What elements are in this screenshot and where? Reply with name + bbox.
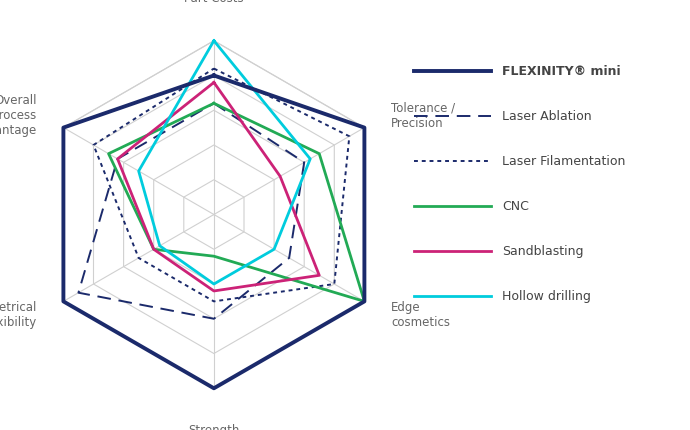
Text: Laser Filamentation: Laser Filamentation [502,155,626,168]
Text: Laser Ablation: Laser Ablation [502,110,592,123]
Text: FLEXINITY® mini: FLEXINITY® mini [502,65,621,78]
Polygon shape [63,42,364,388]
Text: CNC: CNC [502,200,529,212]
Text: Sandblasting: Sandblasting [502,245,584,258]
Text: Strength: Strength [188,423,239,430]
Text: Tolerance /
Precision: Tolerance / Precision [391,101,455,129]
Text: Part Costs: Part Costs [184,0,244,5]
Text: Hollow drilling: Hollow drilling [502,289,591,302]
Text: Overall
process
advantage: Overall process advantage [0,94,37,137]
Text: Geometrical
flexibility: Geometrical flexibility [0,301,37,329]
Text: Edge
cosmetics: Edge cosmetics [391,301,450,329]
